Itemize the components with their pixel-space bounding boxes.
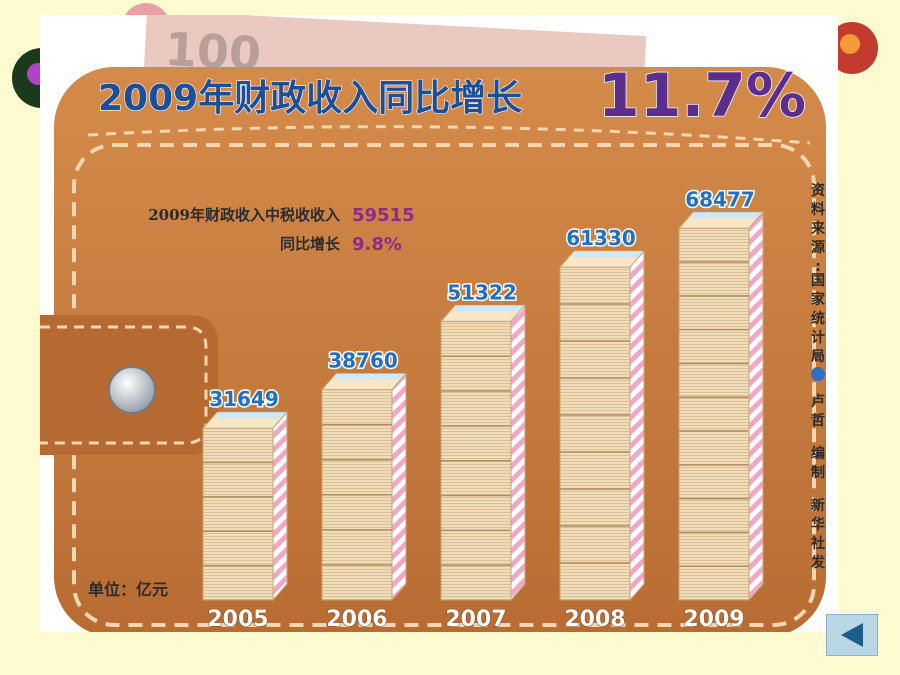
tax-growth-value: 9.8% bbox=[352, 234, 402, 255]
chart-title: 2009年财政收入同比增长 bbox=[98, 78, 522, 119]
category-label-2008: 2008 bbox=[564, 607, 625, 632]
credit-char: 局 bbox=[811, 349, 825, 365]
bar-side-2009 bbox=[748, 210, 764, 602]
bar-2005: 31649 2005 bbox=[201, 386, 289, 632]
category-label-2007: 2007 bbox=[445, 607, 506, 632]
bar-front-2008 bbox=[559, 266, 631, 601]
tax-revenue-label: 2009年财政收入中税收收入 bbox=[148, 206, 340, 224]
wallet-top-stitch bbox=[87, 125, 811, 145]
credit-char: : bbox=[815, 259, 821, 275]
unit-label: 单位：亿元 bbox=[88, 580, 168, 599]
data-label-2006: 38760 bbox=[328, 349, 398, 373]
data-label-2009: 68477 bbox=[685, 187, 755, 211]
credit-char: 统 bbox=[811, 310, 825, 327]
credit-char: 华 bbox=[811, 516, 825, 533]
growth-rate: 11.7% bbox=[598, 61, 806, 131]
bar-stacks: 31649 2005 38760 2006 51322 2007 61330 2008 6847… bbox=[201, 186, 765, 632]
credit-char: 编 bbox=[811, 445, 825, 462]
flower-petal-right bbox=[840, 34, 860, 54]
bar-front-2005 bbox=[202, 427, 274, 601]
bar-side-2005 bbox=[272, 410, 288, 602]
tax-growth-label: 同比增长 bbox=[280, 235, 341, 253]
bar-wrapper-2008 bbox=[574, 251, 644, 258]
infographic-card: 100 2009年财政收入同比增长 11.7% 2009年财政收入中税收收入 5… bbox=[40, 15, 838, 632]
credit-char: 卢 bbox=[811, 393, 825, 410]
data-label-2007: 51322 bbox=[447, 280, 517, 304]
credit-char: 家 bbox=[811, 291, 826, 308]
credit-char: 资 bbox=[811, 182, 825, 199]
credit-char: 计 bbox=[811, 329, 825, 346]
bar-side-2008 bbox=[629, 249, 645, 602]
bar-2007: 51322 2007 bbox=[439, 279, 527, 632]
data-label-2005: 31649 bbox=[209, 387, 279, 411]
category-label-2009: 2009 bbox=[683, 607, 744, 632]
credit-char: 来 bbox=[810, 221, 826, 237]
snap-button-icon bbox=[108, 366, 156, 414]
bar-wrapper-2009 bbox=[693, 212, 763, 219]
xinhua-emblem-icon bbox=[811, 367, 825, 381]
bar-2006: 38760 2006 bbox=[320, 347, 408, 632]
category-label-2006: 2006 bbox=[326, 607, 387, 632]
data-label-2008: 61330 bbox=[566, 226, 636, 250]
wallet-stitching bbox=[72, 143, 816, 627]
bar-side-2006 bbox=[391, 372, 407, 602]
credit-char: 哲 bbox=[811, 412, 825, 429]
bar-2009: 68477 2009 bbox=[677, 186, 765, 632]
bar-wrapper-2006 bbox=[336, 373, 406, 380]
left-triangle-icon bbox=[841, 623, 863, 647]
bar-front-2009 bbox=[678, 227, 750, 601]
credit-char: 社 bbox=[810, 535, 825, 552]
bar-wrapper-2005 bbox=[217, 412, 287, 419]
credit-char: 源 bbox=[811, 239, 825, 256]
bar-2008: 61330 2008 bbox=[558, 225, 646, 632]
credit-char: 发 bbox=[810, 554, 826, 571]
previous-slide-button[interactable] bbox=[826, 614, 878, 656]
credit-char: 国 bbox=[811, 273, 825, 289]
wallet-infographic: 100 2009年财政收入同比增长 11.7% 2009年财政收入中税收收入 5… bbox=[40, 15, 826, 632]
bar-wrapper-2007 bbox=[455, 305, 525, 312]
credit-char: 制 bbox=[811, 464, 825, 481]
credit-char: 新 bbox=[811, 497, 825, 514]
tax-revenue-value: 59515 bbox=[352, 205, 415, 226]
bar-side-2007 bbox=[510, 304, 526, 602]
category-label-2005: 2005 bbox=[207, 607, 268, 632]
credit-char: 料 bbox=[811, 201, 825, 218]
strap-stitching bbox=[40, 325, 208, 445]
